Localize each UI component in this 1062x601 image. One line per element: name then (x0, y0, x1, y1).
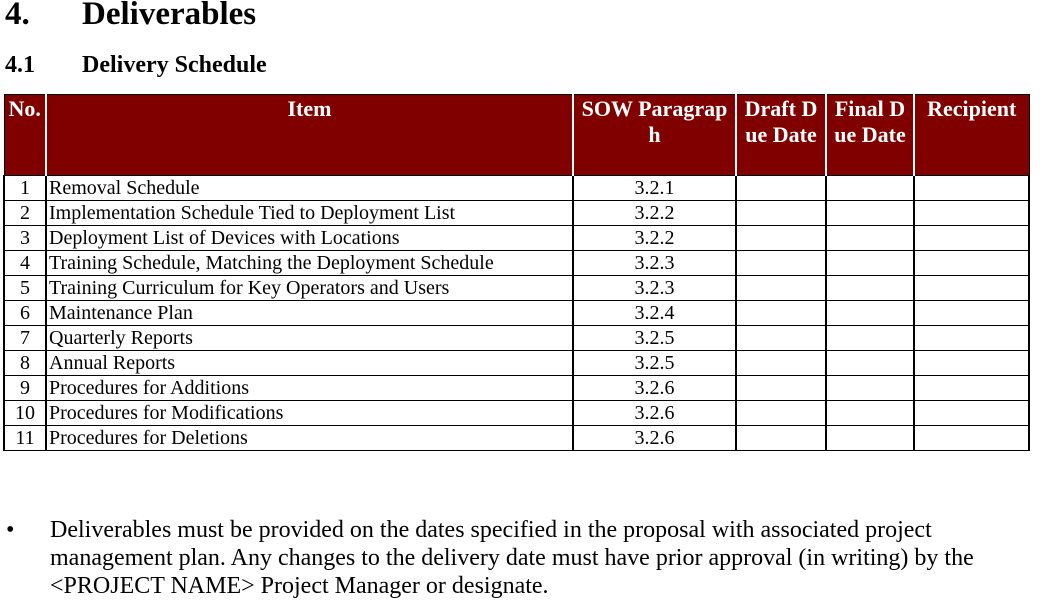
table-row: 10 Procedures for Modifications 3.2.6 (3, 400, 1030, 426)
empty-cell (913, 275, 1030, 301)
table-cell: 3.2.6 (572, 375, 737, 401)
table-cell: Maintenance Plan (45, 300, 574, 326)
table-row: 4 Training Schedule, Matching the Deploym… (3, 250, 1030, 276)
empty-cell (735, 400, 827, 426)
table-cell: 5 (3, 275, 47, 301)
empty-cell (825, 250, 915, 276)
table-cell: 8 (3, 350, 47, 376)
empty-cell (825, 350, 915, 376)
empty-cell (735, 350, 827, 376)
table-cell: 11 (3, 425, 47, 451)
empty-cell (913, 350, 1030, 376)
empty-cell (913, 300, 1030, 326)
table-row: 7 Quarterly Reports 3.2.5 (3, 325, 1030, 351)
table-cell: Quarterly Reports (45, 325, 574, 351)
empty-cell (735, 200, 827, 226)
empty-cell (913, 250, 1030, 276)
table-cell: Training Curriculum for Key Operators an… (45, 275, 574, 301)
header-cell: Final Due Date (825, 94, 915, 176)
table-cell: 9 (3, 375, 47, 401)
subheading-number: 4.1 (5, 52, 35, 78)
table-row: 1 Removal Schedule 3.2.1 (3, 175, 1030, 201)
table-cell: 3.2.3 (572, 250, 737, 276)
empty-cell (913, 175, 1030, 201)
table-row: 9 Procedures for Additions 3.2.6 (3, 375, 1030, 401)
table-cell: 4 (3, 250, 47, 276)
empty-cell (825, 175, 915, 201)
table-cell: 3.2.5 (572, 325, 737, 351)
table-cell: 3.2.2 (572, 200, 737, 226)
table-cell: Annual Reports (45, 350, 574, 376)
table-cell: 2 (3, 200, 47, 226)
table-row: 2 Implementation Schedule Tied to Deploym… (3, 200, 1030, 226)
table-cell: 7 (3, 325, 47, 351)
empty-cell (825, 375, 915, 401)
header-row: No. Item SOW Paragraph Draft Due Date Final … (3, 94, 1030, 176)
empty-cell (913, 375, 1030, 401)
empty-cell (735, 300, 827, 326)
empty-cell (825, 200, 915, 226)
header-cell: Recipient (913, 94, 1030, 176)
table-body: 1 Removal Schedule 3.2.1 2 Implementation Sc… (3, 175, 1030, 451)
table-cell: Procedures for Deletions (45, 425, 574, 451)
table-cell: 10 (3, 400, 47, 426)
empty-cell (735, 375, 827, 401)
table-cell: 3.2.1 (572, 175, 737, 201)
empty-cell (913, 325, 1030, 351)
table-row: 5 Training Curriculum for Key Operators a… (3, 275, 1030, 301)
empty-cell (913, 225, 1030, 251)
bullet-text: Deliverables must be provided on the dat… (50, 517, 974, 599)
empty-cell (825, 300, 915, 326)
empty-cell (825, 425, 915, 451)
empty-cell (735, 175, 827, 201)
empty-cell (735, 275, 827, 301)
table-cell: Procedures for Additions (45, 375, 574, 401)
heading-number: 4. (5, 0, 30, 32)
empty-cell (913, 200, 1030, 226)
empty-cell (825, 275, 915, 301)
table-cell: Removal Schedule (45, 175, 574, 201)
table-cell: 3.2.6 (572, 425, 737, 451)
table-cell: 3.2.4 (572, 300, 737, 326)
header-cell: SOW Paragraph (572, 94, 737, 176)
empty-cell (825, 325, 915, 351)
heading: 4. Deliverables (5, 0, 256, 33)
schedule-table: No. Item SOW Paragraph Draft Due Date Final … (3, 94, 1030, 451)
subheading-title: Delivery Schedule (82, 52, 267, 78)
subheading: 4.1 Delivery Schedule (5, 52, 267, 79)
empty-cell (825, 400, 915, 426)
table-cell: 1 (3, 175, 47, 201)
empty-cell (735, 225, 827, 251)
header-cell: No. (3, 94, 47, 176)
table-cell: 3.2.6 (572, 400, 737, 426)
table-cell: 3 (3, 225, 47, 251)
table-cell: 3.2.3 (572, 275, 737, 301)
table-cell: 3.2.5 (572, 350, 737, 376)
table-cell: Procedures for Modifications (45, 400, 574, 426)
heading-title: Deliverables (82, 0, 257, 32)
table-cell: 3.2.2 (572, 225, 737, 251)
table-row: 6 Maintenance Plan 3.2.4 (3, 300, 1030, 326)
empty-cell (735, 325, 827, 351)
empty-cell (735, 250, 827, 276)
table-row: 11 Procedures for Deletions 3.2.6 (3, 425, 1030, 451)
header-cell: Item (45, 94, 574, 176)
table-cell: Implementation Schedule Tied to Deployme… (45, 200, 574, 226)
empty-cell (735, 425, 827, 451)
table-cell: Deployment List of Devices with Location… (45, 225, 574, 251)
bullet-marker: • (6, 517, 15, 543)
table-row: 8 Annual Reports 3.2.5 (3, 350, 1030, 376)
table-cell: Training Schedule, Matching the Deployme… (45, 250, 574, 276)
table-row: 3 Deployment List of Devices with Locatio… (3, 225, 1030, 251)
table-cell: 6 (3, 300, 47, 326)
empty-cell (913, 400, 1030, 426)
empty-cell (913, 425, 1030, 451)
empty-cell (825, 225, 915, 251)
header-cell: Draft Due Date (735, 94, 827, 176)
